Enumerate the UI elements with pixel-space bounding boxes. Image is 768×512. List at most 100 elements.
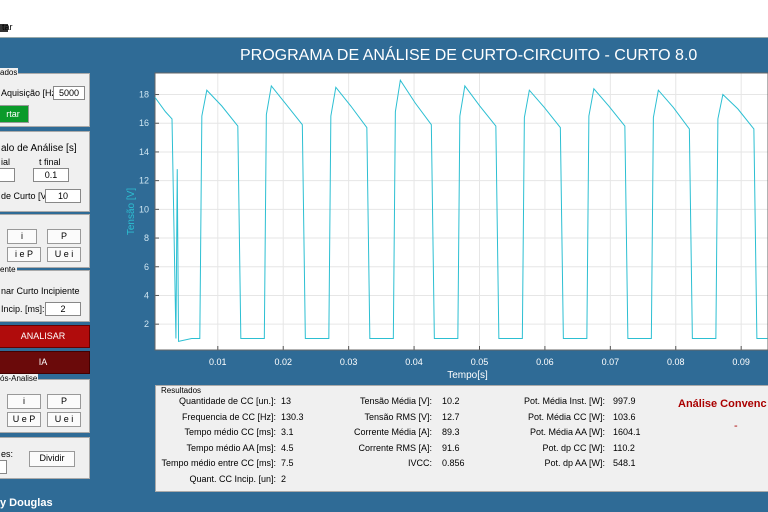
y-tick-label: 18 xyxy=(139,90,149,100)
result-value: 130.3 xyxy=(281,411,304,422)
result-label: Corrente RMS [A]: xyxy=(358,442,432,453)
result-value: 548.1 xyxy=(613,458,636,468)
y-tick-label: 2 xyxy=(144,319,149,329)
result-label: Tensão RMS [V]: xyxy=(364,411,432,422)
result-label: Frequencia de CC [Hz]: xyxy=(181,411,276,422)
result-label: Pot. dp AA [W]: xyxy=(544,458,605,468)
label: es: xyxy=(1,449,14,459)
result-value: 997.9 xyxy=(613,396,636,406)
label: t final xyxy=(39,157,61,167)
panel-title: ados xyxy=(0,68,19,77)
result-value: 3.1 xyxy=(281,427,294,437)
input[interactable]: 10 xyxy=(45,189,81,203)
input[interactable]: 2 xyxy=(45,302,81,316)
x-tick-label: 0.05 xyxy=(471,357,489,367)
start-button[interactable]: rtar xyxy=(0,105,29,123)
x-tick-label: 0.08 xyxy=(667,357,685,367)
label: alo de Análise [s] xyxy=(1,143,77,154)
result-value: 1604.1 xyxy=(613,427,641,437)
result-label: Pot. Média Inst. [W]: xyxy=(523,396,605,406)
y-tick-label: 12 xyxy=(139,176,149,186)
result-value: 13 xyxy=(281,396,292,406)
panel-title: ente xyxy=(0,265,17,274)
x-axis-label: Tempo[s] xyxy=(447,370,488,381)
panel-title: ós-Analise xyxy=(0,374,39,383)
input[interactable] xyxy=(0,168,15,182)
result-label: Tempo médio AA [ms]: xyxy=(186,442,276,453)
result-value: 7.5 xyxy=(281,458,294,468)
x-tick-label: 0.09 xyxy=(732,357,750,367)
app-title: PROGRAMA DE ANÁLISE DE CURTO-CIRCUITO - … xyxy=(240,47,698,64)
result-label: IVCC: xyxy=(407,458,432,468)
post-panel: ós-Analise i P U e P U e i xyxy=(0,374,90,433)
button[interactable]: P xyxy=(47,229,81,244)
result-label: Tempo médio entre CC [ms]: xyxy=(161,458,276,468)
divide-panel: es: Dividir xyxy=(0,437,90,479)
acquisition-panel: ados Aquisição [Hz]: 5000 rtar xyxy=(0,68,90,127)
result-value: 12.7 xyxy=(442,411,460,422)
interval-panel: alo de Análise [s] ial t final 0.1 de Cu… xyxy=(0,131,90,212)
y-tick-label: 8 xyxy=(144,233,149,243)
button[interactable]: U e i xyxy=(47,412,81,427)
checkbox-label[interactable]: nar Curto Incipiente xyxy=(1,286,80,296)
y-axis-label: Tensão [V] xyxy=(126,188,137,235)
result-value: 4.5 xyxy=(281,442,294,453)
label: ial xyxy=(1,157,11,167)
x-tick-label: 0.06 xyxy=(536,357,554,367)
y-tick-label: 14 xyxy=(139,147,149,157)
y-tick-label: 6 xyxy=(144,262,149,272)
result-label: Corrente Média [A]: xyxy=(353,427,432,437)
result-value: 0.856 xyxy=(442,458,465,468)
result-label: Pot. dp CC [W]: xyxy=(542,442,605,453)
label: de Curto [V]: xyxy=(1,191,52,201)
menu-item[interactable]: tar xyxy=(2,22,13,32)
incipient-panel: ente nar Curto Incipiente Incip. [ms]: 2 xyxy=(0,265,90,322)
button[interactable]: i xyxy=(7,229,37,244)
input[interactable] xyxy=(0,460,7,474)
divide-button[interactable]: Dividir xyxy=(29,451,75,467)
toolbar-icon[interactable] xyxy=(0,24,8,32)
results-panel: Resultados Quantidade de CC [un.]: 13 Freq… xyxy=(155,385,768,492)
result-value: 110.2 xyxy=(613,442,635,453)
button[interactable]: U e i xyxy=(47,247,81,262)
y-tick-label: 4 xyxy=(144,290,149,300)
method-value: - xyxy=(734,420,738,432)
result-label: Tempo médio CC [ms]: xyxy=(184,427,276,437)
result-value: 103.6 xyxy=(613,411,636,422)
y-tick-label: 16 xyxy=(139,118,149,128)
data-line xyxy=(155,78,768,343)
input[interactable]: 0.1 xyxy=(33,168,69,182)
ia-button[interactable]: IA xyxy=(0,351,90,374)
result-value: 89.3 xyxy=(442,427,460,437)
button[interactable]: i xyxy=(7,394,41,409)
input[interactable]: 5000 xyxy=(53,86,85,100)
footer-credit: y Douglas xyxy=(0,497,53,509)
x-tick-label: 0.07 xyxy=(602,357,620,367)
result-label: Quant. CC Incip. [un]: xyxy=(189,473,276,484)
plot-panel: i P i e P U e i xyxy=(0,214,90,268)
x-tick-label: 0.04 xyxy=(405,357,423,367)
result-label: Tensão Média [V]: xyxy=(359,396,432,406)
toolbar: tar xyxy=(0,0,768,38)
button[interactable]: U e P xyxy=(7,412,41,427)
x-tick-label: 0.02 xyxy=(274,357,292,367)
x-tick-label: 0.01 xyxy=(209,357,227,367)
result-value: 10.2 xyxy=(442,396,460,406)
analyze-button[interactable]: ANALISAR xyxy=(0,325,90,348)
result-value: 2 xyxy=(281,473,287,484)
label: Incip. [ms]: xyxy=(1,304,45,314)
result-label: Pot. Média AA [W]: xyxy=(529,427,605,437)
plot-area xyxy=(155,73,768,350)
axes-frame xyxy=(154,72,768,351)
panel-title: Resultados xyxy=(160,386,203,395)
chart: 2 4 6 8 10 12 14 16 18 0.01 0.02 0.03 0.04 0.05 0.06 0.… xyxy=(126,72,768,381)
x-tick-label: 0.03 xyxy=(340,357,358,367)
result-label: Pot. Média CC [W]: xyxy=(527,411,605,422)
result-label: Quantidade de CC [un.]: xyxy=(178,396,276,406)
y-tick-label: 10 xyxy=(139,204,149,214)
method-label: Análise Convenc xyxy=(678,398,767,410)
button[interactable]: P xyxy=(47,394,81,409)
button[interactable]: i e P xyxy=(7,247,41,262)
label: Aquisição [Hz]: xyxy=(1,88,62,98)
